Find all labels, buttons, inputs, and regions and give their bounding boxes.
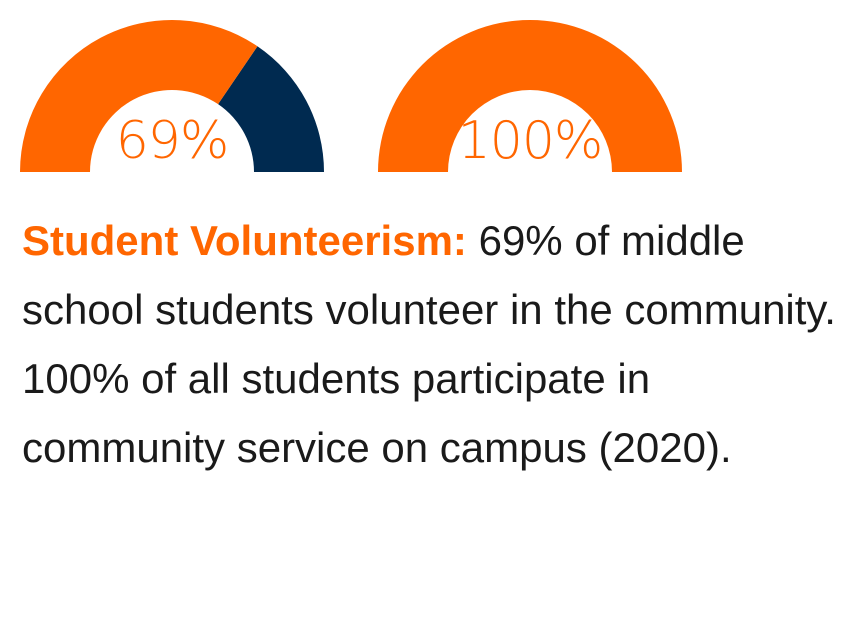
gauges-row: 69% 100% bbox=[0, 0, 849, 180]
gauge-value-segment bbox=[378, 19, 682, 173]
gauge-value-label: 69% bbox=[116, 111, 229, 171]
gauge-value-segment bbox=[20, 19, 258, 173]
gauge-middle-school: 69% bbox=[18, 0, 326, 175]
gauge-1-svg: 69% bbox=[20, 19, 324, 173]
description-body: 69% of middle school students volunteer … bbox=[22, 217, 836, 471]
gauge-2-svg: 100% bbox=[378, 19, 682, 173]
gauge-all-students: 100% bbox=[376, 0, 684, 175]
gauge-value-label: 100% bbox=[458, 111, 603, 171]
description-lead: Student Volunteerism: bbox=[22, 217, 467, 264]
gauge-remainder-segment bbox=[218, 46, 324, 172]
volunteerism-description: Student Volunteerism: 69% of middle scho… bbox=[22, 206, 842, 482]
